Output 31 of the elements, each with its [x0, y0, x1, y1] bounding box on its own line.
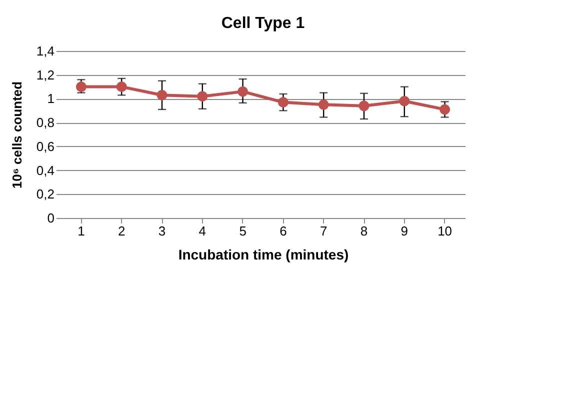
point [116, 82, 127, 92]
y-axis-title: 10⁶ cells counted [9, 81, 24, 189]
x-tick-label: 7 [320, 224, 328, 238]
x-tick-label: 6 [280, 224, 287, 238]
point [440, 104, 450, 115]
point [278, 97, 288, 108]
x-tick-label: 5 [239, 224, 246, 238]
chart-title: Cell Type 1 [221, 15, 305, 32]
x-tick-label: 4 [198, 224, 206, 238]
x-tick-label: 9 [400, 224, 408, 238]
point [197, 91, 208, 102]
x-tick-label: 3 [158, 224, 166, 238]
point [238, 86, 248, 97]
point [156, 90, 168, 100]
y-tick-label: 1 [47, 91, 54, 106]
x-tick-label: 2 [118, 224, 126, 238]
x-tick-label: 1 [78, 224, 85, 238]
y-tick-label: 0 [47, 210, 54, 226]
point [358, 100, 370, 112]
y-tick-label: 0,2 [36, 186, 54, 202]
y-tick-label: 1,4 [36, 44, 54, 58]
x-tick-label: 10 [438, 224, 452, 238]
y-tick-label: 0,8 [36, 115, 54, 130]
point [76, 82, 86, 92]
point [399, 96, 410, 106]
x-tick-label: 8 [360, 224, 368, 238]
x-axis-title: Incubation time (minutes) [178, 246, 349, 262]
y-tick-label: 0,4 [36, 162, 54, 178]
y-tick-label: 0,6 [36, 138, 54, 154]
point [318, 99, 329, 110]
y-tick-label: 1,2 [36, 67, 54, 82]
